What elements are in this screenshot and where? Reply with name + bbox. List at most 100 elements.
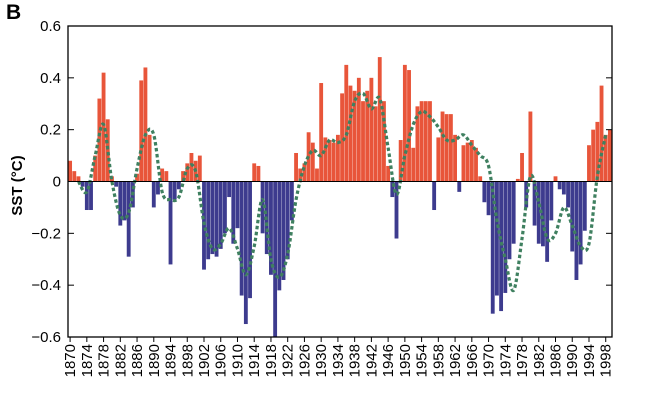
panel-label: B [6, 1, 22, 24]
bar-1985 [549, 181, 554, 221]
bar-1962 [453, 134, 457, 182]
y-tick-label: 0.6 [40, 18, 61, 35]
bar-1945 [382, 101, 386, 182]
bar-1937 [348, 85, 353, 182]
bar-1982 [536, 181, 541, 244]
bar-1870 [68, 160, 73, 182]
bar-1961 [448, 114, 453, 182]
bar-1967 [474, 147, 478, 182]
bar-1993 [582, 181, 587, 231]
bar-1999 [607, 129, 612, 182]
bar-1897 [181, 171, 185, 182]
bar-1922 [285, 181, 290, 260]
x-tick-label: 1982 [531, 344, 548, 377]
x-tick-label: 1970 [481, 344, 498, 377]
bar-1929 [315, 168, 319, 182]
bar-1998 [603, 134, 608, 182]
x-tick-label: 1990 [564, 344, 581, 377]
bar-1953 [415, 106, 420, 182]
x-tick-label: 1878 [96, 344, 113, 377]
x-tick-label: 1918 [263, 344, 280, 377]
bar-1873 [80, 181, 85, 187]
bar-1930 [319, 83, 324, 182]
bar-1981 [532, 181, 537, 226]
bar-1963 [457, 181, 462, 192]
bar-1933 [331, 142, 336, 182]
bar-1894 [168, 181, 173, 265]
bar-1886 [135, 173, 139, 182]
bar-1893 [164, 171, 169, 182]
bar-1990 [570, 181, 575, 252]
bar-1995 [591, 129, 596, 182]
x-tick-label: 1926 [296, 344, 313, 377]
y-tick-label: 0 [53, 174, 61, 191]
bar-1996 [595, 121, 600, 182]
bar-1915 [256, 165, 261, 182]
bar-1989 [566, 181, 570, 208]
bar-1875 [89, 181, 93, 211]
bar-1924 [294, 152, 298, 182]
bar-1928 [310, 142, 315, 182]
bar-1905 [214, 181, 219, 257]
x-tick-label: 1998 [598, 344, 615, 377]
bar-1997 [599, 85, 604, 182]
x-tick-label: 1910 [229, 344, 246, 377]
bar-1978 [520, 152, 524, 182]
bar-1947 [390, 181, 395, 198]
bar-1938 [352, 90, 357, 182]
bar-1909 [231, 181, 236, 244]
bar-1994 [587, 145, 591, 182]
bar-1966 [469, 140, 474, 182]
bar-1946 [386, 165, 391, 182]
bar-1907 [223, 181, 227, 234]
y-axis: −0.6 −0.4 −0.2 0 0.2 0.4 0.6 [31, 18, 612, 346]
x-tick-label: 1898 [179, 344, 196, 377]
bar-1977 [515, 178, 520, 182]
x-tick-label: 1974 [497, 344, 514, 377]
y-axis-title: SST (°C) [9, 155, 26, 215]
bar-1969 [482, 181, 487, 203]
x-tick-label: 1870 [62, 344, 79, 377]
y-tick-label: 0.2 [40, 122, 61, 139]
x-tick-label: 1978 [514, 344, 531, 377]
x-tick-label: 1938 [347, 344, 364, 377]
bar-1986 [553, 176, 558, 182]
bar-1904 [210, 181, 215, 255]
bar-1882 [118, 181, 123, 226]
bar-1957 [432, 181, 437, 211]
bar-1895 [172, 181, 177, 200]
bar-1940 [361, 101, 365, 182]
bar-1913 [248, 181, 252, 299]
bar-1959 [440, 111, 445, 182]
bar-1899 [189, 152, 194, 182]
x-tick-label: 1946 [380, 344, 397, 377]
bar-1992 [578, 181, 583, 265]
bar-1943 [373, 106, 378, 182]
bar-1911 [239, 181, 244, 296]
bar-1908 [227, 181, 232, 198]
bar-1872 [76, 176, 81, 182]
bar-1906 [218, 181, 223, 249]
bar-1916 [260, 181, 265, 234]
bar-1921 [281, 181, 286, 280]
x-tick-label: 1958 [430, 344, 447, 377]
bar-1876 [93, 155, 98, 182]
bar-1914 [252, 163, 257, 182]
bar-1883 [122, 181, 127, 221]
bar-1888 [143, 67, 148, 182]
bar-1949 [398, 140, 403, 182]
bar-1970 [486, 181, 491, 216]
bar-1954 [419, 101, 424, 182]
x-tick-label: 1922 [280, 344, 297, 377]
bar-1988 [561, 181, 566, 195]
bar-1931 [323, 137, 328, 182]
bar-1975 [507, 181, 512, 260]
bar-1941 [365, 90, 370, 182]
bar-1871 [72, 171, 77, 182]
bar-1944 [377, 57, 382, 182]
bar-1920 [277, 181, 282, 291]
bar-1879 [105, 119, 110, 182]
x-tick-label: 1950 [397, 344, 414, 377]
x-tick-label: 1914 [246, 344, 263, 377]
bar-1952 [411, 147, 416, 182]
